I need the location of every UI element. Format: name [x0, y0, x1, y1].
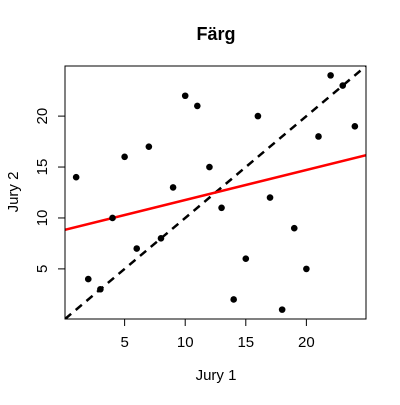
chart-title: Färg [196, 24, 235, 44]
point [351, 122, 359, 130]
plot-area [65, 66, 366, 319]
x-tick-label: 20 [298, 334, 315, 351]
point [254, 112, 262, 120]
point [194, 102, 201, 110]
x-axis-label: Jury 1 [196, 367, 237, 384]
y-tick-label: 15 [34, 159, 51, 176]
point [97, 285, 104, 293]
point [303, 265, 310, 273]
point [145, 143, 153, 150]
y-tick-label: 10 [34, 210, 51, 227]
point [315, 133, 322, 140]
point [109, 214, 116, 222]
point [290, 224, 298, 232]
point [242, 255, 250, 263]
y-axis-label: Jury 2 [5, 172, 22, 213]
point [84, 275, 92, 283]
point [230, 296, 237, 303]
plot-frame [64, 65, 367, 320]
point [121, 153, 128, 161]
point [206, 163, 213, 171]
x-tick-label: 10 [177, 334, 194, 351]
point [133, 245, 141, 252]
point [218, 204, 225, 212]
point [181, 92, 189, 100]
point [278, 306, 286, 313]
point [169, 184, 177, 191]
y-tick-label: 5 [34, 265, 51, 273]
point [339, 82, 347, 89]
point [327, 72, 334, 79]
y-tick-label: 20 [34, 108, 51, 125]
point [266, 194, 274, 201]
x-tick-label: 15 [237, 334, 254, 351]
point [157, 235, 165, 242]
point [72, 173, 80, 181]
x-tick-label: 5 [120, 334, 128, 351]
